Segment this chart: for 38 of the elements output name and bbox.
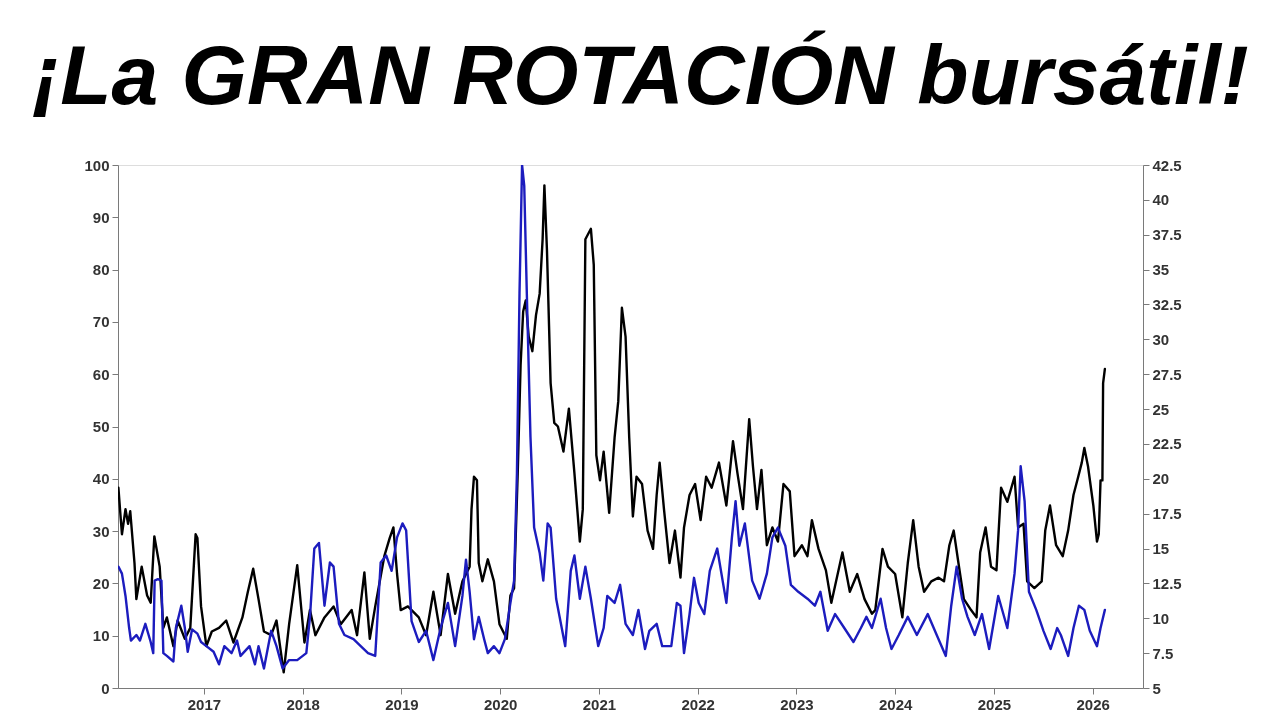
x-tick-label: 2018: [286, 695, 320, 713]
x-tick-label: 2023: [780, 695, 814, 713]
y-tick-label: 100: [84, 156, 110, 174]
x-tick-label: 2024: [878, 695, 913, 713]
y2-tick-label: 22.5: [1152, 435, 1182, 453]
y2-tick-label: 7.5: [1152, 644, 1174, 662]
y2-tick-label: 40: [1152, 191, 1170, 209]
x-tick-label: 2022: [681, 695, 715, 713]
y-tick-label: 0: [101, 679, 110, 697]
y2-tick-label: 37.5: [1152, 226, 1182, 244]
y2-tick-label: 20: [1152, 470, 1170, 488]
chart-title: ¡La GRAN ROTACIÓN bursátil!: [32, 28, 1249, 122]
x-tick-label: 2021: [582, 695, 617, 713]
y-tick-label: 70: [92, 313, 110, 331]
x-tick-label: 2026: [1076, 695, 1110, 713]
y2-tick-label: 27.5: [1152, 365, 1182, 383]
y2-tick-label: 5: [1152, 679, 1161, 697]
y2-tick-label: 17.5: [1152, 505, 1182, 523]
y2-tick-label: 42.5: [1152, 156, 1182, 174]
y-tick-label: 50: [92, 418, 110, 435]
y-tick-label: 60: [92, 365, 110, 383]
x-tick-label: 2019: [385, 695, 419, 713]
y-tick-label: 80: [92, 261, 110, 279]
y-tick-label: 10: [92, 627, 110, 645]
x-tick-label: 2025: [977, 695, 1012, 713]
y2-tick-label: 10: [1152, 609, 1170, 627]
y-tick-label: 40: [92, 470, 110, 488]
y2-tick-label: 32.5: [1152, 295, 1182, 313]
y2-tick-label: 15: [1152, 540, 1170, 558]
y-tick-label: 90: [92, 208, 110, 226]
y2-tick-label: 35: [1152, 261, 1170, 279]
x-tick-label: 2017: [187, 695, 222, 713]
y-tick-label: 30: [92, 522, 110, 540]
y2-tick-label: 25: [1152, 400, 1170, 418]
y-tick-label: 20: [92, 574, 110, 592]
y2-tick-label: 30: [1152, 330, 1170, 348]
y2-tick-label: 12.5: [1152, 574, 1182, 592]
x-tick-label: 2020: [483, 695, 518, 713]
